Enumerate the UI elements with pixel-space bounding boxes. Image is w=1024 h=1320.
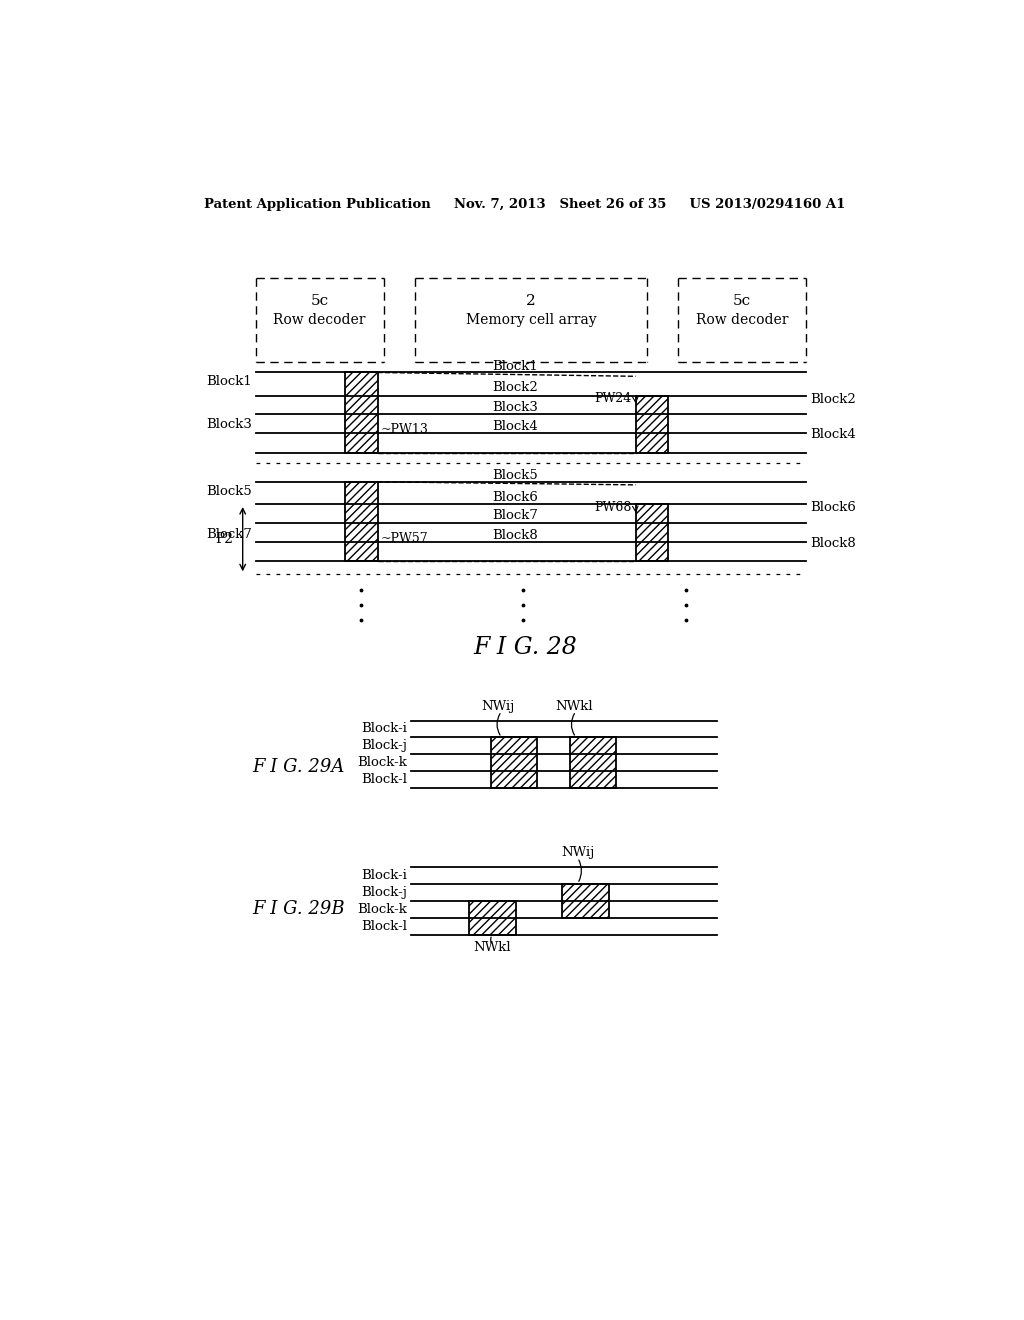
Text: NWkl: NWkl	[555, 700, 593, 713]
Text: Block5: Block5	[493, 469, 539, 482]
Text: P2: P2	[215, 532, 233, 545]
Text: Patent Application Publication     Nov. 7, 2013   Sheet 26 of 35     US 2013/029: Patent Application Publication Nov. 7, 2…	[204, 198, 846, 211]
Text: Block8: Block8	[810, 537, 856, 550]
Text: Block-k: Block-k	[357, 756, 407, 770]
Text: Row decoder: Row decoder	[273, 313, 366, 327]
Text: Block-j: Block-j	[361, 739, 407, 752]
Text: Block-k: Block-k	[357, 903, 407, 916]
Bar	[569, 738, 616, 788]
Text: PW68: PW68	[594, 502, 632, 515]
Text: Block1: Block1	[493, 360, 539, 372]
Text: Block8: Block8	[493, 529, 539, 543]
Text: Memory cell array: Memory cell array	[466, 313, 596, 327]
Bar	[490, 738, 538, 788]
Bar	[636, 396, 669, 453]
Text: Block7: Block7	[206, 528, 252, 541]
Text: Block1: Block1	[206, 375, 252, 388]
Text: Block2: Block2	[810, 393, 856, 407]
Text: F I G. 29B: F I G. 29B	[252, 900, 345, 919]
Text: Block3: Block3	[493, 400, 539, 413]
Text: Block7: Block7	[493, 510, 539, 523]
Text: Block4: Block4	[493, 420, 539, 433]
Bar	[636, 504, 669, 561]
Text: Block4: Block4	[810, 428, 856, 441]
Text: Block-l: Block-l	[361, 774, 407, 787]
Text: Block-j: Block-j	[361, 886, 407, 899]
Text: Block-l: Block-l	[361, 920, 407, 933]
Bar	[345, 482, 378, 561]
Text: 5c: 5c	[733, 294, 751, 308]
Text: Block3: Block3	[206, 417, 252, 430]
Text: Block6: Block6	[810, 500, 856, 513]
Text: 5c: 5c	[310, 294, 329, 308]
Text: Block-i: Block-i	[361, 722, 407, 735]
Text: ~PW13: ~PW13	[381, 422, 428, 436]
Bar	[345, 372, 378, 453]
Bar	[562, 884, 608, 917]
Text: Block5: Block5	[206, 484, 252, 498]
Text: NWij: NWij	[481, 700, 515, 713]
Text: F I G. 29A: F I G. 29A	[252, 758, 345, 776]
Text: F I G. 28: F I G. 28	[473, 636, 577, 659]
Text: NWkl: NWkl	[473, 941, 511, 954]
Text: PW24: PW24	[595, 392, 632, 405]
Text: Block2: Block2	[493, 381, 539, 395]
Text: NWij: NWij	[561, 846, 594, 859]
Bar	[469, 900, 515, 935]
Text: ~PW57: ~PW57	[381, 532, 428, 545]
Text: Block-i: Block-i	[361, 869, 407, 882]
Text: 2: 2	[526, 294, 536, 308]
Text: Row decoder: Row decoder	[695, 313, 788, 327]
Text: Block6: Block6	[493, 491, 539, 504]
